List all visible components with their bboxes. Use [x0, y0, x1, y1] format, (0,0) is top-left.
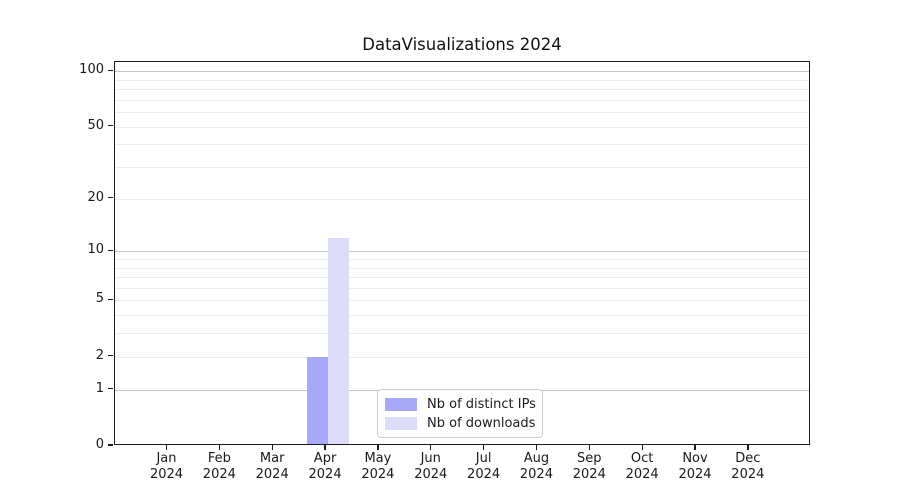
- y-tick-label: 0: [95, 437, 104, 452]
- legend-swatch-distinct-ips: [385, 398, 417, 411]
- y-gridline-minor: [115, 315, 809, 317]
- y-gridline-minor: [115, 277, 809, 279]
- x-tick: [430, 445, 432, 450]
- y-tick-label: 20: [87, 189, 104, 205]
- x-tick-label: Mar 2024: [255, 451, 289, 482]
- y-tick-label: 10: [87, 242, 104, 258]
- y-gridline-minor: [115, 99, 809, 101]
- x-tick: [694, 445, 696, 450]
- bar-nb-of-distinct-ips: [307, 356, 329, 445]
- y-tick: [108, 197, 113, 199]
- y-gridline: [115, 300, 809, 302]
- y-gridline-minor: [115, 258, 809, 260]
- y-tick-label: 1: [95, 380, 104, 396]
- chart-title: DataVisualizations 2024: [362, 35, 562, 54]
- x-tick: [535, 445, 538, 450]
- legend-entry-distinct-ips: Nb of distinct IPs: [385, 397, 536, 412]
- x-tick: [588, 445, 590, 450]
- y-tick: [108, 444, 113, 446]
- y-tick: [108, 69, 113, 71]
- y-tick-label: 5: [95, 291, 104, 307]
- x-tick: [271, 445, 273, 450]
- y-gridline-minor: [115, 267, 809, 269]
- x-tick-label: May 2024: [361, 451, 395, 482]
- x-tick: [641, 445, 643, 450]
- legend-swatch-downloads: [385, 417, 417, 430]
- y-tick: [108, 125, 113, 127]
- x-tick: [747, 445, 749, 450]
- x-tick: [377, 445, 379, 450]
- x-tick: [483, 445, 485, 450]
- x-tick-label: Nov 2024: [678, 451, 712, 482]
- x-tick-label: Jun 2024: [414, 451, 448, 482]
- y-tick-label: 50: [87, 117, 104, 133]
- y-gridline-minor: [115, 144, 809, 146]
- legend: Nb of distinct IPs Nb of downloads: [377, 389, 543, 438]
- y-gridline: [115, 251, 809, 253]
- plot-area: [114, 61, 810, 445]
- y-tick: [108, 388, 113, 390]
- x-tick-label: Feb 2024: [202, 451, 236, 482]
- x-tick: [218, 445, 221, 450]
- y-tick: [108, 298, 113, 301]
- y-gridline: [115, 126, 809, 128]
- y-gridline-minor: [115, 89, 809, 91]
- y-gridline-minor: [115, 287, 809, 289]
- y-tick: [108, 249, 113, 251]
- bar-nb-of-downloads: [328, 237, 350, 445]
- x-tick-label: Aug 2024: [519, 451, 553, 482]
- y-tick: [108, 355, 113, 357]
- y-gridline: [115, 71, 809, 73]
- legend-entry-downloads: Nb of downloads: [385, 416, 536, 431]
- x-tick-label: Apr 2024: [308, 451, 342, 482]
- y-tick-label: 2: [95, 347, 104, 363]
- y-gridline-minor: [115, 333, 809, 335]
- x-tick-label: Dec 2024: [731, 451, 765, 482]
- x-tick-label: Sep 2024: [572, 451, 606, 482]
- legend-label-downloads: Nb of downloads: [427, 416, 536, 431]
- y-gridline-minor: [115, 167, 809, 169]
- x-tick-label: Jul 2024: [467, 451, 501, 482]
- y-gridline: [115, 198, 809, 200]
- x-tick-label: Jan 2024: [149, 451, 184, 482]
- x-tick-label: Oct 2024: [625, 451, 659, 482]
- x-tick: [165, 445, 168, 450]
- y-gridline-minor: [115, 112, 809, 114]
- y-gridline: [115, 356, 809, 358]
- x-tick: [324, 445, 326, 450]
- y-gridline-minor: [115, 79, 809, 81]
- y-tick-label: 100: [79, 62, 104, 78]
- legend-label-distinct-ips: Nb of distinct IPs: [427, 397, 536, 412]
